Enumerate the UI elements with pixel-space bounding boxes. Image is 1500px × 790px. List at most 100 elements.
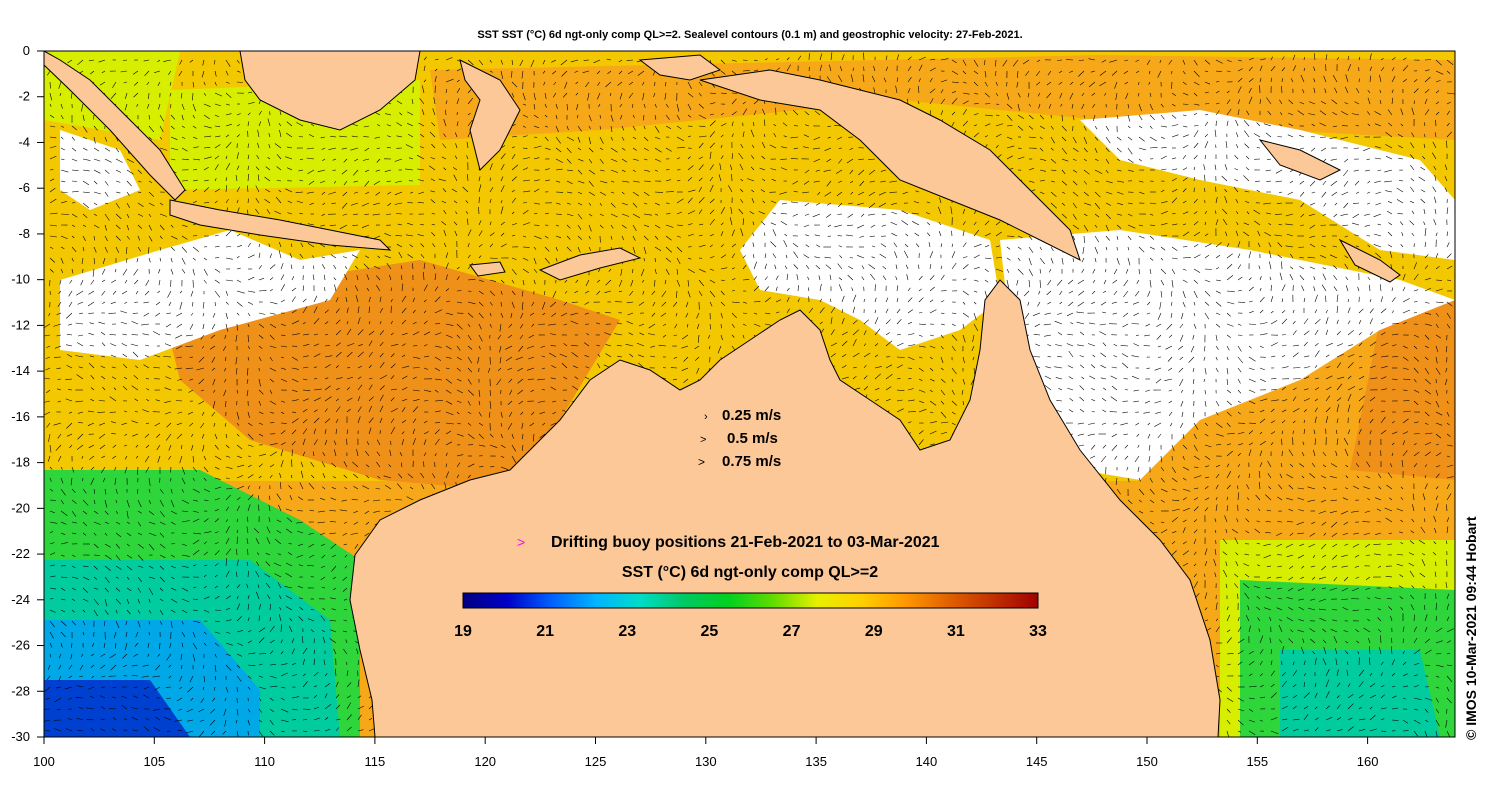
velocity-arrow (405, 234, 414, 237)
velocity-arrow (1070, 322, 1074, 325)
velocity-arrow (511, 164, 519, 171)
velocity-arrow (1027, 92, 1030, 98)
velocity-arrow (100, 365, 106, 369)
velocity-arrow (389, 274, 392, 281)
velocity-arrow (145, 344, 150, 347)
velocity-arrow (1050, 147, 1054, 151)
velocity-arrow (1340, 213, 1349, 216)
velocity-arrow (1369, 365, 1376, 369)
velocity-arrow (764, 253, 767, 259)
velocity-arrow (434, 58, 439, 61)
velocity-arrow (258, 277, 265, 281)
velocity-arrow (203, 179, 209, 182)
velocity-arrow (826, 202, 832, 206)
velocity-arrow (417, 234, 425, 237)
velocity-arrow (599, 213, 604, 217)
velocity-arrow (742, 59, 748, 61)
velocity-arrow (940, 345, 944, 350)
velocity-arrow (296, 200, 304, 204)
velocity-arrow (1056, 279, 1063, 286)
velocity-arrow (1409, 220, 1415, 226)
velocity-arrow (753, 261, 757, 270)
velocity-arrow (1091, 388, 1096, 391)
velocity-arrow (1253, 209, 1261, 215)
velocity-arrow (214, 92, 223, 97)
velocity-arrow (1105, 180, 1113, 184)
velocity-arrow (1171, 92, 1177, 96)
velocity-arrow (630, 279, 634, 287)
velocity-arrow (784, 265, 788, 270)
velocity-arrow (1446, 70, 1451, 74)
velocity-arrow (1226, 301, 1235, 305)
velocity-arrow (740, 198, 744, 204)
velocity-arrow (1424, 367, 1430, 375)
velocity-arrow (907, 333, 915, 336)
velocity-arrow (1182, 231, 1190, 237)
velocity-arrow (1292, 367, 1301, 369)
velocity-arrow (1193, 59, 1198, 66)
velocity-arrow (1325, 329, 1329, 336)
velocity-arrow (1132, 301, 1140, 305)
velocity-arrow (1354, 180, 1360, 186)
velocity-arrow (1081, 257, 1085, 263)
velocity-arrow (247, 276, 255, 281)
velocity-arrow (176, 312, 183, 317)
velocity-arrow (1423, 143, 1426, 149)
velocity-arrow (907, 388, 914, 391)
velocity-arrow (386, 180, 392, 182)
velocity-arrow (1435, 90, 1440, 94)
velocity-arrow (1270, 65, 1276, 72)
velocity-arrow (740, 143, 744, 149)
velocity-arrow (93, 235, 96, 241)
velocity-arrow (289, 252, 293, 259)
velocity-arrow (566, 202, 571, 205)
velocity-arrow (533, 114, 539, 119)
velocity-arrow (434, 378, 442, 381)
velocity-arrow (827, 125, 832, 128)
velocity-arrow (555, 224, 559, 227)
velocity-arrow (793, 191, 799, 193)
velocity-arrow (1446, 242, 1450, 248)
velocity-arrow (995, 114, 1000, 116)
velocity-arrow (179, 301, 183, 310)
velocity-arrow (805, 244, 810, 248)
velocity-arrow (285, 188, 293, 193)
velocity-arrow (386, 124, 392, 127)
velocity-arrow (313, 306, 318, 314)
velocity-arrow (181, 114, 184, 121)
velocity-arrow (1082, 246, 1085, 254)
velocity-arrow (1446, 400, 1449, 404)
velocity-arrow (662, 367, 667, 369)
velocity-arrow (265, 166, 271, 171)
velocity-arrow (698, 142, 704, 149)
velocity-arrow (1193, 290, 1198, 299)
velocity-arrow (386, 263, 392, 270)
velocity-arrow (676, 103, 680, 112)
velocity-arrow (627, 70, 634, 75)
velocity-arrow (214, 144, 221, 149)
velocity-arrow (1149, 257, 1154, 261)
velocity-arrow (1145, 389, 1151, 392)
velocity-arrow (274, 210, 282, 215)
velocity-arrow (561, 362, 568, 369)
velocity-arrow (1204, 188, 1206, 193)
velocity-arrow (1388, 222, 1393, 226)
velocity-arrow (1193, 301, 1196, 306)
velocity-arrow (1259, 99, 1261, 105)
velocity-arrow (1094, 169, 1103, 174)
velocity-arrow (1116, 224, 1122, 229)
velocity-arrow (940, 300, 945, 303)
velocity-arrow (676, 179, 681, 182)
velocity-arrow (236, 301, 243, 307)
velocity-arrow (434, 367, 441, 372)
velocity-arrow (841, 331, 848, 336)
velocity-arrow (1389, 251, 1393, 259)
velocity-arrow (891, 202, 898, 205)
velocity-arrow (885, 66, 889, 72)
velocity-arrow (566, 103, 568, 111)
velocity-arrow (640, 268, 645, 277)
velocity-arrow (500, 312, 504, 318)
velocity-arrow (364, 235, 370, 237)
velocity-arrow (753, 122, 755, 127)
